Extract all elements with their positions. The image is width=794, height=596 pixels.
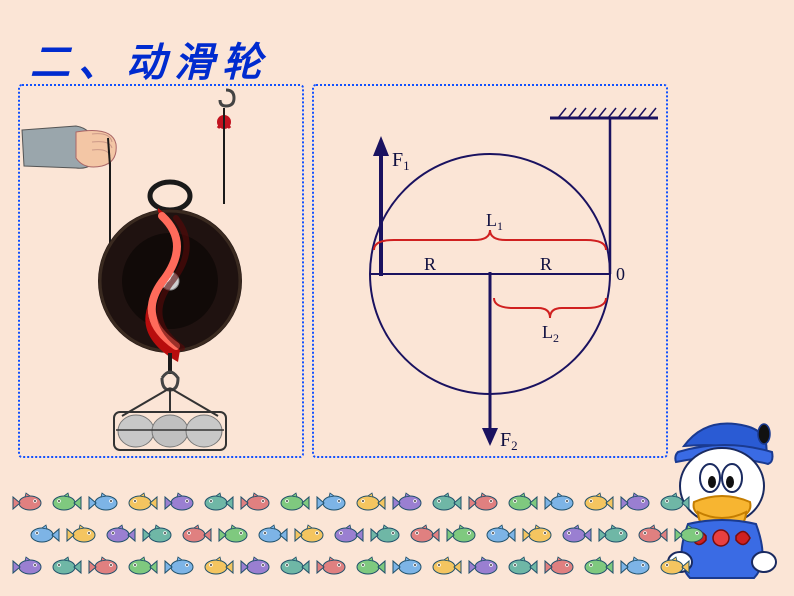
fish-icon: [658, 556, 690, 578]
fish-icon: [316, 492, 348, 514]
fish-icon: [218, 524, 250, 546]
fish-icon: [126, 492, 158, 514]
fish-icon: [658, 492, 690, 514]
label-R-left: R: [424, 254, 436, 274]
fish-icon: [522, 524, 554, 546]
fish-icon: [392, 492, 424, 514]
fish-icon: [28, 524, 60, 546]
fish-icon: [88, 492, 120, 514]
fish-icon: [370, 524, 402, 546]
fish-icon: [50, 492, 82, 514]
label-F2: F2: [500, 429, 518, 453]
left-panel: [18, 84, 304, 458]
label-L2: L2: [542, 322, 559, 345]
fish-icon: [582, 492, 614, 514]
fish-icon: [598, 524, 630, 546]
label-R-right: R: [540, 254, 552, 274]
hand-icon: [22, 126, 116, 168]
lever-diagram: F1 F2 L1 L2 R R 0: [314, 86, 666, 456]
fish-icon: [506, 556, 538, 578]
fish-icon: [560, 524, 592, 546]
fish-icon: [354, 492, 386, 514]
fish-icon: [126, 556, 158, 578]
fish-icon: [240, 556, 272, 578]
fish-icon: [240, 492, 272, 514]
fish-icon: [506, 492, 538, 514]
fish-icon: [620, 556, 652, 578]
fish-icon: [408, 524, 440, 546]
fish-icon: [430, 492, 462, 514]
fish-icon: [316, 556, 348, 578]
fish-icon: [582, 556, 614, 578]
page-title: 二、动滑轮: [30, 30, 270, 88]
fish-icon: [278, 556, 310, 578]
fish-icon: [202, 556, 234, 578]
fish-border: [0, 476, 794, 596]
fish-icon: [468, 492, 500, 514]
fish-icon: [12, 492, 44, 514]
label-O: 0: [616, 264, 625, 284]
fish-icon: [544, 556, 576, 578]
fish-icon: [294, 524, 326, 546]
fish-icon: [544, 492, 576, 514]
label-F1: F1: [392, 149, 410, 173]
fish-icon: [202, 492, 234, 514]
fish-icon: [278, 492, 310, 514]
fish-icon: [66, 524, 98, 546]
fish-icon: [12, 556, 44, 578]
fish-icon: [484, 524, 516, 546]
fish-icon: [430, 556, 462, 578]
fish-icon: [332, 524, 364, 546]
fish-icon: [256, 524, 288, 546]
fish-icon: [180, 524, 212, 546]
fish-icon: [674, 524, 706, 546]
pulley-hand-illustration: [20, 86, 302, 456]
fish-icon: [636, 524, 668, 546]
right-panel: F1 F2 L1 L2 R R 0: [312, 84, 668, 458]
fish-icon: [104, 524, 136, 546]
label-L1: L1: [486, 210, 503, 233]
fish-icon: [354, 556, 386, 578]
fish-icon: [142, 524, 174, 546]
fish-icon: [392, 556, 424, 578]
fish-icon: [164, 556, 196, 578]
fish-icon: [50, 556, 82, 578]
fish-icon: [620, 492, 652, 514]
fish-icon: [164, 492, 196, 514]
fish-icon: [88, 556, 120, 578]
fish-icon: [446, 524, 478, 546]
fish-icon: [468, 556, 500, 578]
